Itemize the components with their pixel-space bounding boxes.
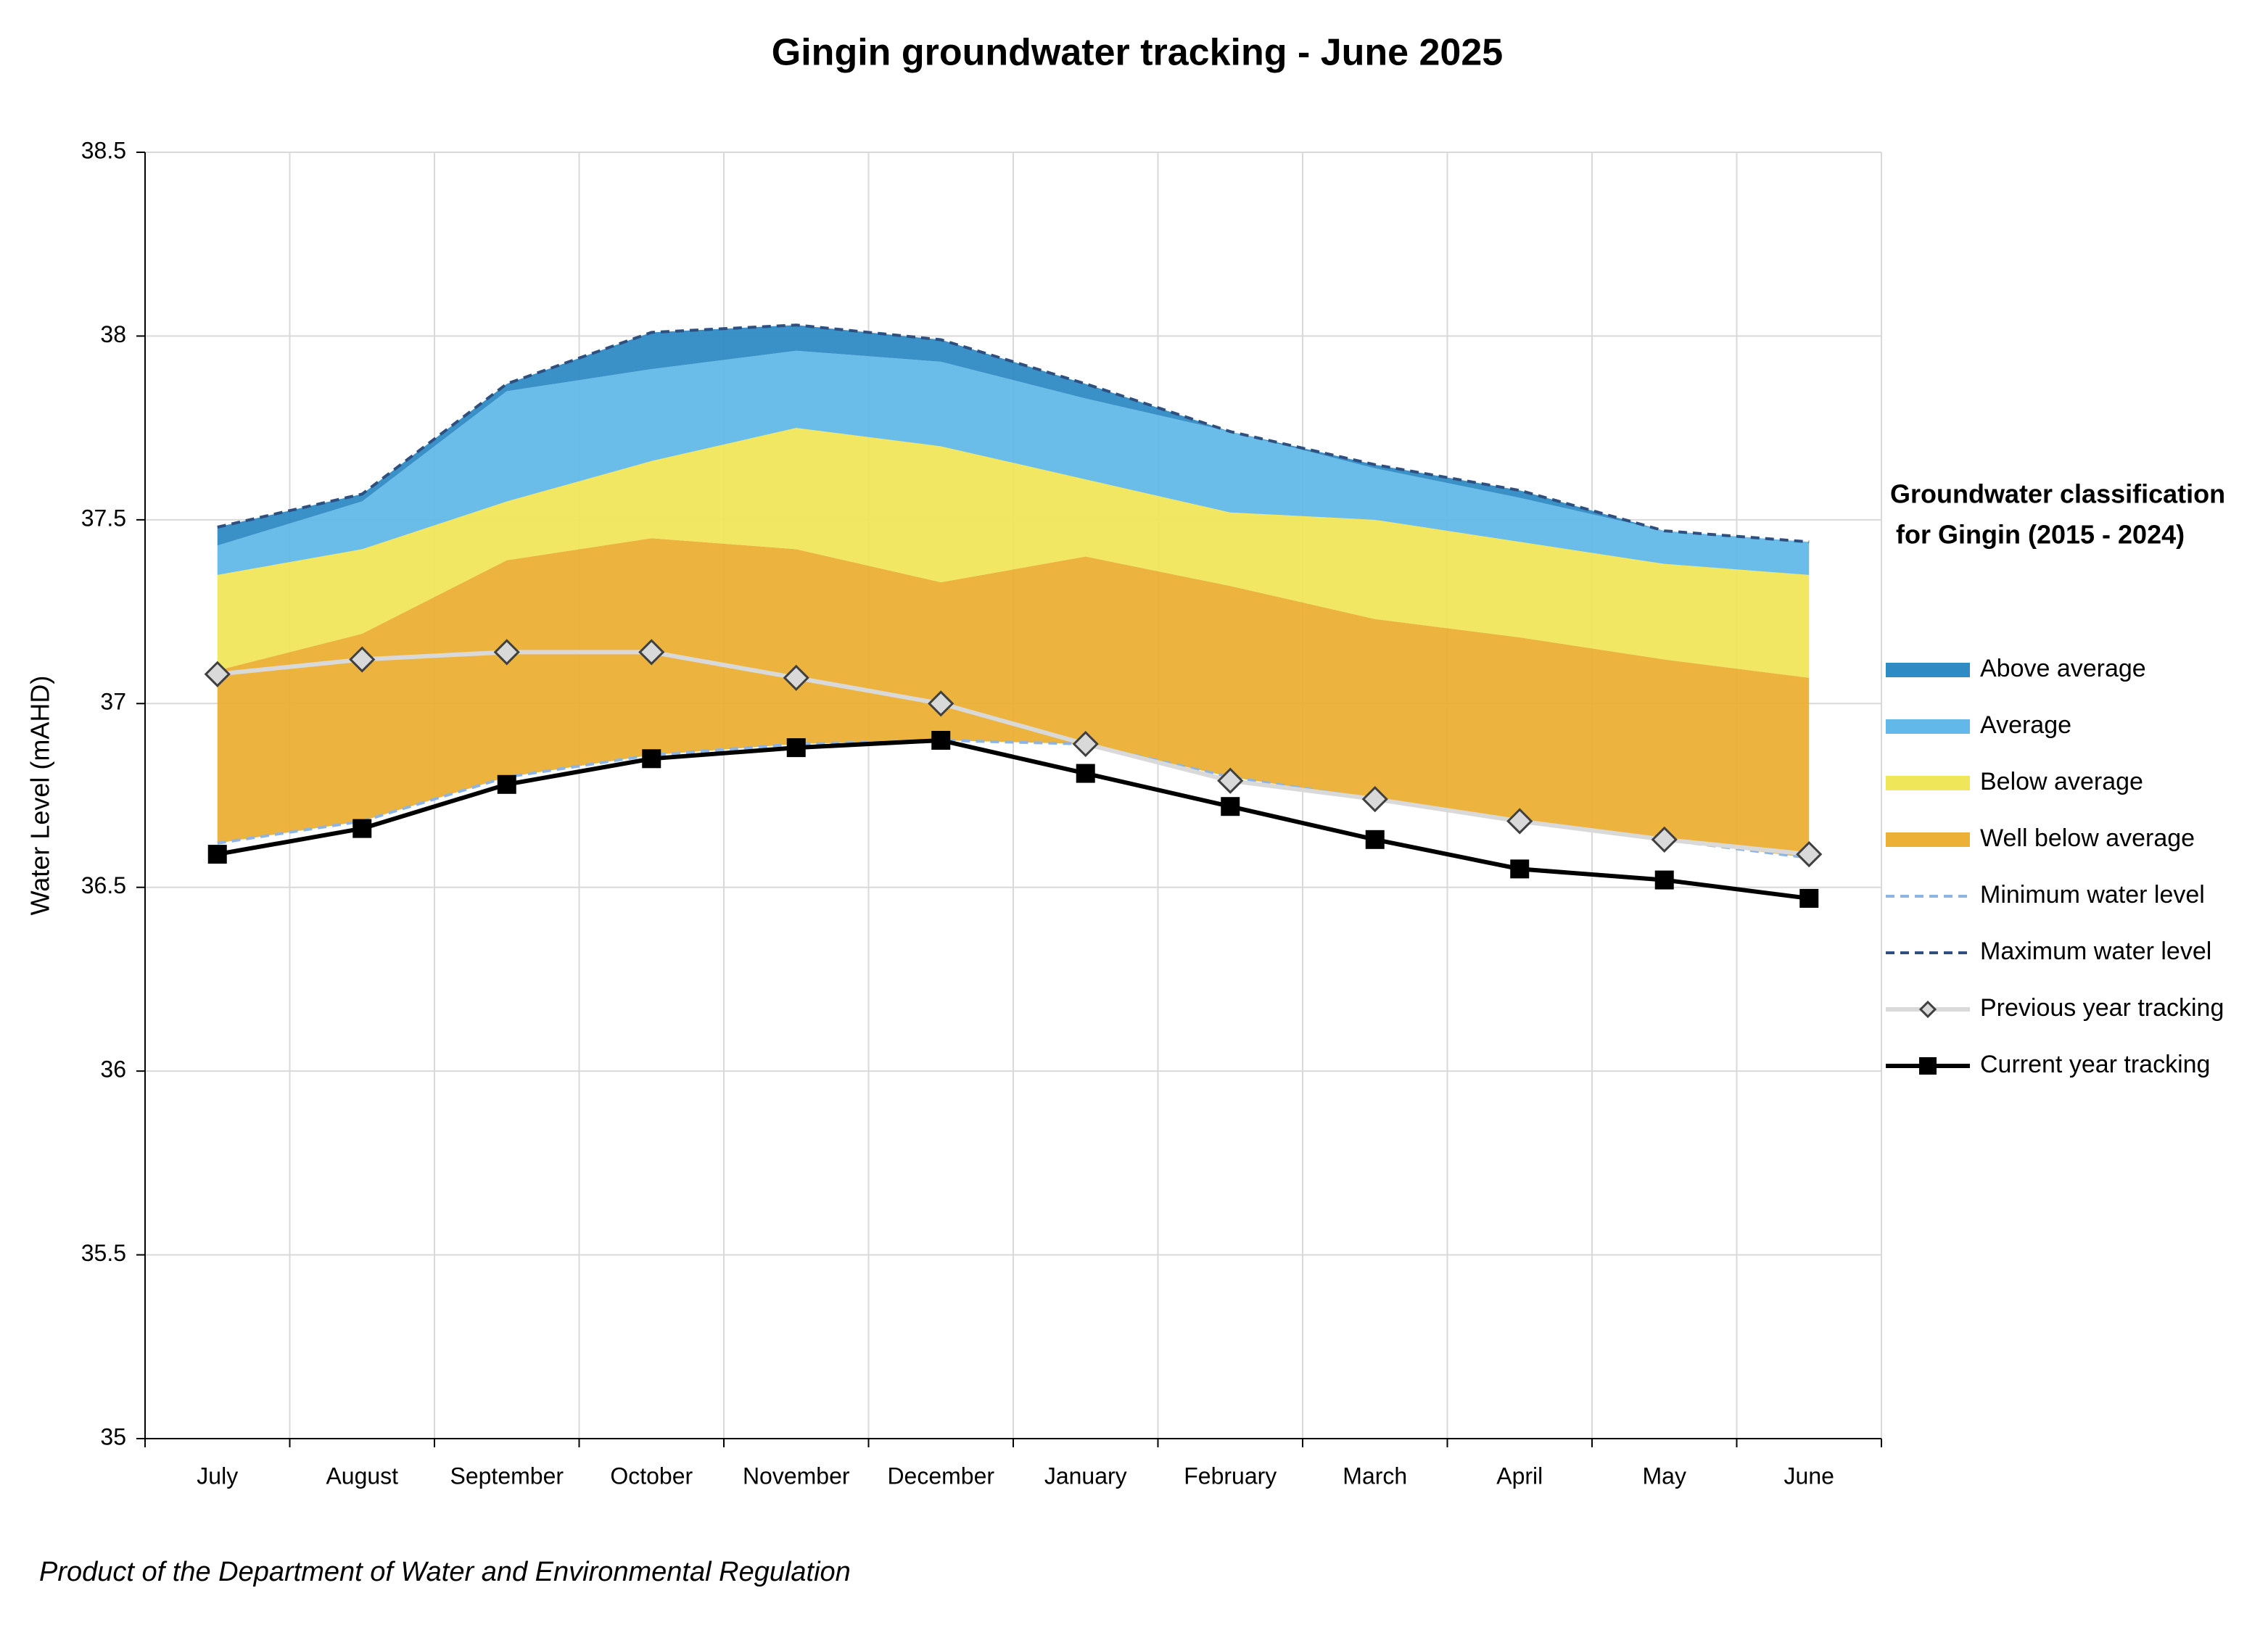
- y-tick-label: 38.5: [81, 137, 126, 163]
- line: [217, 738, 1810, 860]
- legend-label: Above average: [1980, 655, 2146, 682]
- x-tick-label: February: [1184, 1463, 1277, 1489]
- x-tick-label: August: [326, 1463, 398, 1489]
- legend-marker: [1919, 1057, 1937, 1075]
- legend-label: Previous year tracking: [1980, 994, 2224, 1022]
- y-tick-label: 36: [100, 1056, 126, 1083]
- legend-label: Current year tracking: [1980, 1051, 2210, 1078]
- marker: [1072, 730, 1099, 758]
- marker: [352, 819, 372, 838]
- marker: [638, 639, 665, 666]
- x-tick-label: November: [743, 1463, 850, 1489]
- marker: [1076, 764, 1095, 783]
- marker: [928, 690, 954, 717]
- area-band: [217, 428, 1810, 678]
- marker: [1365, 830, 1385, 849]
- legend-label: Average: [1980, 711, 2071, 739]
- marker: [493, 639, 520, 666]
- x-tick-label: December: [887, 1463, 994, 1489]
- legend-label: Maximum water level: [1980, 938, 2211, 965]
- x-tick-label: March: [1343, 1463, 1407, 1489]
- marker: [1796, 840, 1823, 868]
- line: [217, 650, 1810, 857]
- marker: [204, 661, 231, 687]
- legend-swatch: [1886, 832, 1970, 847]
- legend-swatch: [1886, 776, 1970, 790]
- x-tick-label: January: [1044, 1463, 1127, 1489]
- y-tick-label: 36.5: [81, 872, 126, 898]
- legend-label: Minimum water level: [1980, 881, 2205, 909]
- marker: [1651, 826, 1678, 853]
- x-tick-label: June: [1784, 1463, 1834, 1489]
- y-tick-label: 37: [100, 689, 126, 715]
- marker: [1217, 767, 1244, 794]
- marker: [1361, 785, 1388, 813]
- marker: [1506, 808, 1533, 835]
- legend-marker: [1918, 1000, 1937, 1019]
- legend-title: Groundwater classification: [1890, 479, 2225, 509]
- area-band: [217, 350, 1810, 575]
- marker: [783, 664, 809, 691]
- marker: [1510, 859, 1530, 879]
- marker: [1654, 870, 1674, 890]
- area-band: [217, 325, 1810, 546]
- line: [217, 323, 1810, 544]
- x-tick-label: May: [1643, 1463, 1686, 1489]
- marker: [1221, 797, 1240, 816]
- footnote: Product of the Department of Water and E…: [39, 1557, 851, 1587]
- area-band: [217, 538, 1810, 859]
- marker: [349, 646, 376, 673]
- marker: [642, 749, 661, 769]
- marker: [207, 845, 227, 864]
- legend-title: for Gingin (2015 - 2024): [1896, 520, 2185, 550]
- x-tick-label: September: [450, 1463, 564, 1489]
- x-tick-label: April: [1496, 1463, 1543, 1489]
- marker: [497, 774, 516, 794]
- legend-swatch: [1886, 663, 1970, 677]
- y-axis-label: Water Level (mAHD): [25, 676, 55, 916]
- y-tick-label: 37.5: [81, 505, 126, 531]
- marker: [786, 738, 806, 758]
- legend-label: Well below average: [1980, 824, 2195, 852]
- chart-title: Gingin groundwater tracking - June 2025: [772, 32, 1503, 74]
- x-tick-label: July: [197, 1463, 238, 1489]
- legend-label: Below average: [1980, 768, 2143, 795]
- y-tick-label: 35.5: [81, 1240, 126, 1266]
- marker: [1799, 888, 1819, 908]
- line: [217, 737, 1810, 901]
- x-tick-label: October: [610, 1463, 693, 1489]
- legend-swatch: [1886, 719, 1970, 734]
- y-tick-label: 38: [100, 321, 126, 347]
- y-tick-label: 35: [100, 1423, 126, 1449]
- marker: [931, 730, 951, 750]
